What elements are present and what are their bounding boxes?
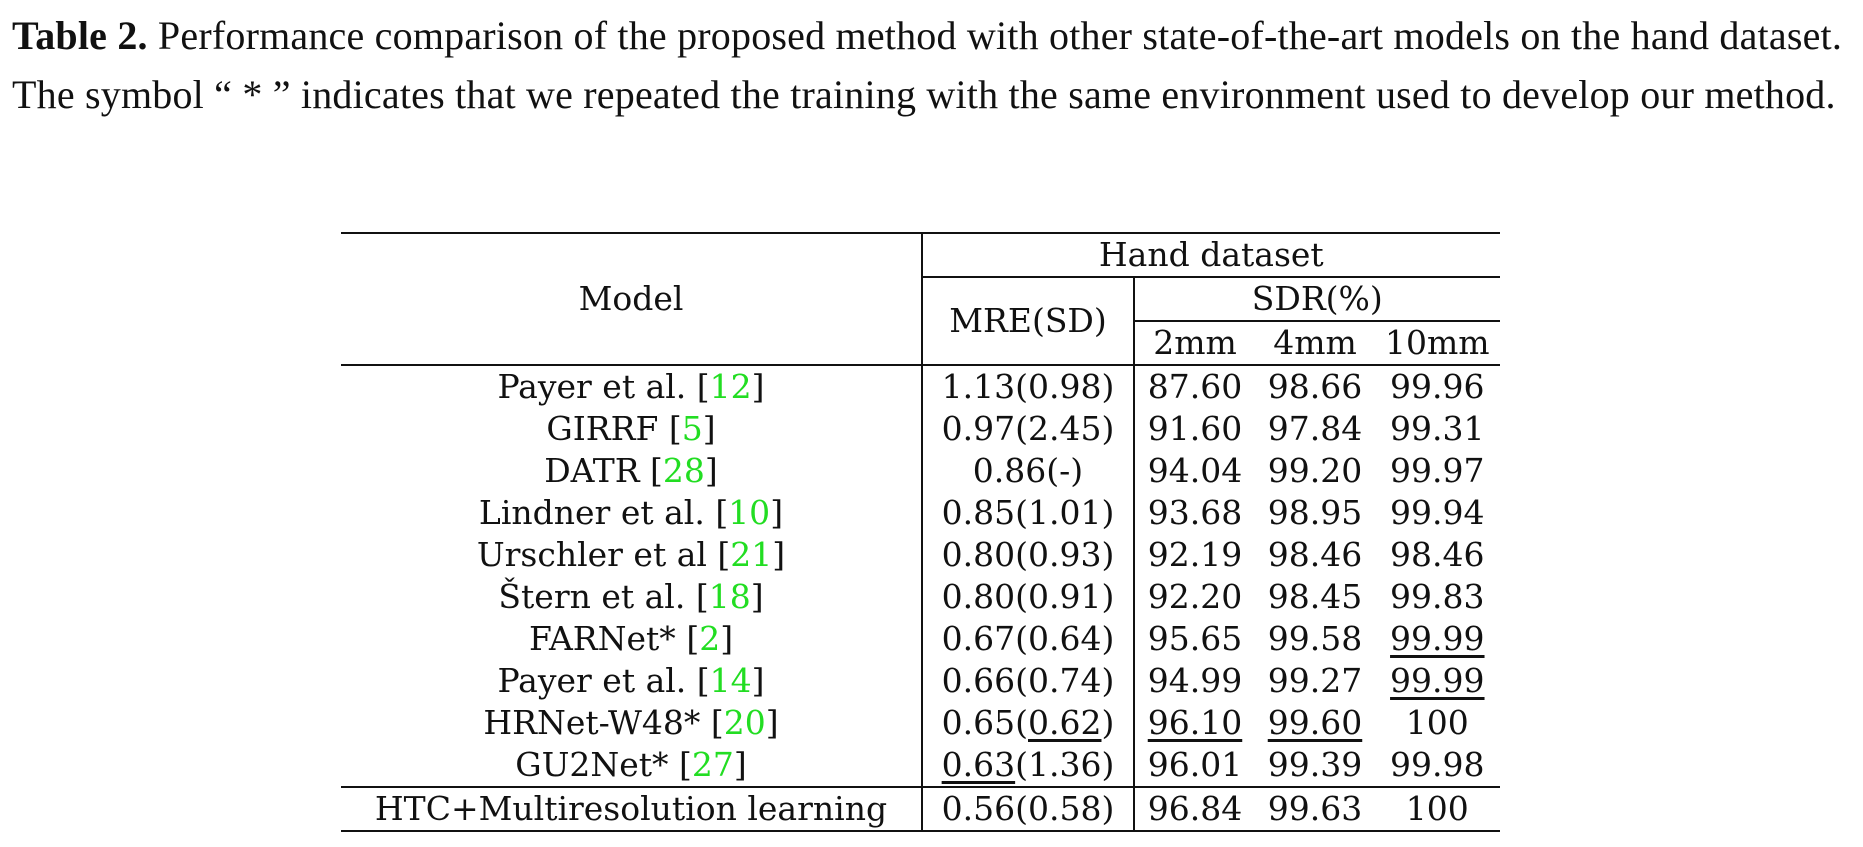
sdr-10mm-value: 100 — [1405, 703, 1469, 742]
sdr-2mm-value: 96.84 — [1134, 786, 1255, 832]
sdr-4mm-value: 99.63 — [1255, 786, 1375, 832]
header-sdr-2mm: 2mm — [1153, 323, 1237, 362]
sdr-2mm-value: 87.60 — [1134, 364, 1255, 408]
sdr-4mm-value: 99.60 — [1267, 703, 1363, 742]
table-row: Štern et al. [18] 0.80(0.91) 92.20 98.45… — [341, 576, 1500, 618]
mre-value: 1.13(0.98) — [922, 364, 1135, 408]
mre-value: 0.67(0.64) — [922, 618, 1135, 660]
model-name: GIRRF [5] — [341, 408, 923, 450]
model-name: Payer et al. [12] — [341, 364, 923, 408]
header-sdr: SDR(%) — [1134, 277, 1500, 322]
model-name: Payer et al. [14] — [341, 660, 923, 702]
model-name: HRNet-W48* [20] — [341, 702, 923, 744]
mre-value: 0.97(2.45) — [922, 408, 1135, 450]
sdr-10mm-value: 99.94 — [1390, 493, 1485, 532]
sdr-2mm-value: 94.04 — [1147, 451, 1243, 490]
mre-value: 0.65(0.62) — [922, 702, 1135, 744]
table-row: FARNet* [2] 0.67(0.64) 95.65 99.58 99.99 — [341, 618, 1500, 660]
citation-link[interactable]: 14 — [709, 661, 752, 700]
results-table: Model Hand dataset MRE(SD) SDR(%) 2mm 4m… — [341, 232, 1500, 832]
table-row: HRNet-W48* [20] 0.65(0.62) 96.10 99.60 1… — [341, 702, 1500, 744]
sdr-4mm-value: 99.20 — [1267, 451, 1363, 490]
sdr-10mm-value: 100 — [1375, 786, 1500, 832]
model-name: HTC+Multiresolution learning — [341, 786, 923, 832]
model-name: Lindner et al. [10] — [341, 492, 923, 534]
model-name: GU2Net* [27] — [341, 744, 923, 787]
header-sdr-4mm: 4mm — [1273, 323, 1357, 362]
sdr-2mm-value: 93.68 — [1147, 493, 1243, 532]
mre-value: 0.63(1.36) — [922, 744, 1135, 787]
table-row: Payer et al. [14] 0.66(0.74) 94.99 99.27… — [341, 660, 1500, 702]
sdr-4mm-value: 98.95 — [1267, 493, 1363, 532]
sdr-10mm-value: 99.99 — [1390, 619, 1485, 658]
header-sdr-10mm: 10mm — [1385, 323, 1490, 362]
mre-value: 0.85(1.01) — [922, 492, 1135, 534]
citation-link[interactable]: 20 — [723, 703, 766, 742]
mre-value: 0.86(-) — [922, 450, 1135, 492]
citation-link[interactable]: 28 — [662, 451, 705, 490]
sdr-4mm-value: 98.66 — [1255, 364, 1375, 408]
sdr-2mm-value: 96.01 — [1147, 745, 1243, 784]
sdr-2mm-value: 92.19 — [1147, 535, 1243, 574]
table-row: DATR [28] 0.86(-) 94.04 99.20 99.97 — [341, 450, 1500, 492]
mre-value: 0.80(0.93) — [922, 534, 1135, 576]
citation-link[interactable]: 10 — [728, 493, 771, 532]
header-hand-dataset: Hand dataset — [922, 232, 1500, 278]
caption-text: Performance comparison of the proposed m… — [12, 13, 1843, 117]
table-row: Lindner et al. [10] 0.85(1.01) 93.68 98.… — [341, 492, 1500, 534]
citation-link[interactable]: 21 — [730, 535, 773, 574]
header-model: Model — [341, 232, 923, 365]
sdr-10mm-value: 99.98 — [1390, 745, 1485, 784]
sdr-10mm-value: 99.96 — [1375, 364, 1500, 408]
sdr-4mm-value: 98.46 — [1267, 535, 1363, 574]
sdr-10mm-value: 99.83 — [1390, 577, 1485, 616]
sdr-2mm-value: 94.99 — [1147, 661, 1243, 700]
mre-value: 0.56(0.58) — [922, 786, 1135, 832]
sdr-10mm-value: 99.99 — [1390, 661, 1485, 700]
sdr-4mm-value: 98.45 — [1267, 577, 1363, 616]
table-caption: Table 2. Performance comparison of the p… — [12, 6, 1857, 124]
sdr-2mm-value: 91.60 — [1147, 409, 1243, 448]
mre-value: 0.66(0.74) — [922, 660, 1135, 702]
sdr-4mm-value: 99.27 — [1267, 661, 1363, 700]
mre-value: 0.80(0.91) — [922, 576, 1135, 618]
header-mre: MRE(SD) — [922, 277, 1135, 365]
citation-link[interactable]: 12 — [709, 367, 752, 406]
sdr-2mm-value: 96.10 — [1147, 703, 1243, 742]
sdr-10mm-value: 99.31 — [1390, 409, 1485, 448]
citation-link[interactable]: 5 — [681, 409, 703, 448]
citation-link[interactable]: 18 — [708, 577, 751, 616]
sdr-4mm-value: 97.84 — [1267, 409, 1363, 448]
model-name: DATR [28] — [341, 450, 923, 492]
table-row: GIRRF [5] 0.97(2.45) 91.60 97.84 99.31 — [341, 408, 1500, 450]
sdr-2mm-value: 95.65 — [1147, 619, 1243, 658]
table-row-proposed: HTC+Multiresolution learning 0.56(0.58) … — [341, 786, 1500, 832]
sdr-4mm-value: 99.58 — [1267, 619, 1363, 658]
sdr-10mm-value: 98.46 — [1390, 535, 1485, 574]
sdr-2mm-value: 92.20 — [1147, 577, 1243, 616]
table-row: Urschler et al [21] 0.80(0.93) 92.19 98.… — [341, 534, 1500, 576]
citation-link[interactable]: 27 — [691, 745, 734, 784]
sdr-10mm-value: 99.97 — [1390, 451, 1485, 490]
model-name: Štern et al. [18] — [341, 576, 923, 618]
model-name: Urschler et al [21] — [341, 534, 923, 576]
citation-link[interactable]: 2 — [699, 619, 721, 658]
model-name: FARNet* [2] — [341, 618, 923, 660]
table-row: Payer et al. [12] 1.13(0.98) 87.60 98.66… — [341, 364, 1500, 408]
table-row: GU2Net* [27] 0.63(1.36) 96.01 99.39 99.9… — [341, 744, 1500, 787]
caption-label: Table 2. — [12, 13, 148, 58]
sdr-4mm-value: 99.39 — [1267, 745, 1363, 784]
